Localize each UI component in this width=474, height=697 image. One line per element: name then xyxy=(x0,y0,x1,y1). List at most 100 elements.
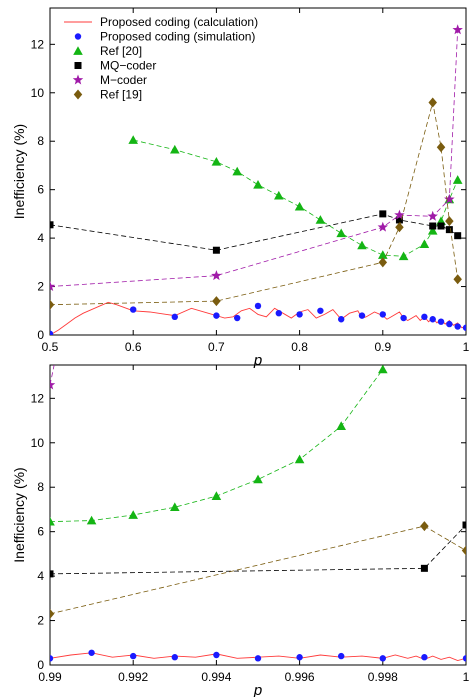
y-axis-label: Inefficiency (%) xyxy=(11,124,27,219)
data-point-ref-20 xyxy=(211,157,222,166)
data-point-mq-coder xyxy=(420,564,428,572)
data-point-ref-20 xyxy=(86,515,97,525)
data-point-mq-coder xyxy=(454,232,462,240)
plot-area xyxy=(50,365,466,662)
x-tick-label: 0.996 xyxy=(285,670,315,684)
data-point-ref-19 xyxy=(420,521,429,532)
y-tick-label: 10 xyxy=(31,86,45,100)
data-point-proposed-coding-simulation xyxy=(429,316,436,323)
data-point-ref-19 xyxy=(212,296,221,307)
data-point-mq-coder xyxy=(379,210,387,218)
series-proposed-coding-calculation xyxy=(50,652,466,662)
y-tick-label: 2 xyxy=(37,614,44,628)
data-point-ref-20 xyxy=(378,250,388,259)
x-tick-label: 1 xyxy=(463,670,470,684)
y-tick-label: 8 xyxy=(37,480,44,494)
data-point-ref-20 xyxy=(50,516,55,526)
data-point-proposed-coding-simulation xyxy=(462,324,466,331)
series-ref-20 xyxy=(128,135,463,261)
data-point-proposed-coding-simulation xyxy=(421,313,428,321)
data-point-mq-coder xyxy=(445,226,453,234)
data-point-ref-19 xyxy=(453,274,462,285)
data-point-m-coder xyxy=(377,221,389,232)
data-point-proposed-coding-simulation xyxy=(296,654,303,661)
data-point-proposed-coding-simulation xyxy=(379,655,386,662)
series-line-mq-coder xyxy=(50,524,466,575)
data-point-proposed-coding-simulation xyxy=(462,655,466,662)
y-tick-label: 4 xyxy=(37,569,44,583)
data-point-proposed-coding-simulation xyxy=(454,323,461,330)
data-point-m-coder xyxy=(50,379,56,390)
data-point-mq-coder xyxy=(50,570,54,578)
legend-marker-ref-19 xyxy=(73,89,83,100)
data-point-ref-19 xyxy=(436,142,446,153)
data-point-proposed-coding-simulation xyxy=(338,316,345,323)
series-m-coder xyxy=(50,365,56,390)
data-point-mq-coder xyxy=(50,221,54,229)
y-tick-label: 2 xyxy=(37,280,44,294)
data-point-ref-19 xyxy=(50,608,55,619)
series-mq-coder xyxy=(50,210,462,254)
data-point-mq-coder xyxy=(429,222,437,230)
data-point-ref-20 xyxy=(336,228,346,238)
x-tick-label: 0.9 xyxy=(374,340,391,354)
data-point-proposed-coding-simulation xyxy=(317,307,324,314)
series-ref-20 xyxy=(50,365,388,526)
data-point-proposed-coding-simulation xyxy=(50,330,54,335)
data-point-ref-20 xyxy=(357,240,367,250)
data-point-mq-coder xyxy=(437,222,445,230)
plot-frame xyxy=(49,7,467,336)
data-point-ref-20 xyxy=(232,166,242,176)
series-ref-19 xyxy=(50,97,462,310)
data-point-ref-19 xyxy=(445,216,454,227)
data-point-proposed-coding-simulation xyxy=(130,306,137,313)
y-axis-label: Inefficiency (%) xyxy=(11,467,27,562)
legend-marker-proposed-coding-simulation xyxy=(74,33,82,40)
data-point-proposed-coding-simulation xyxy=(213,312,220,319)
y-tick-label: 12 xyxy=(31,391,45,405)
x-tick-label: 0.992 xyxy=(118,670,148,684)
series-m-coder xyxy=(50,24,463,292)
data-point-ref-20 xyxy=(378,365,388,374)
legend-marker-ref-20 xyxy=(73,46,83,55)
y-tick-label: 0 xyxy=(37,328,44,342)
data-point-ref-20 xyxy=(452,175,463,184)
x-axis-label: p xyxy=(253,352,262,369)
data-point-ref-20 xyxy=(170,502,180,512)
data-point-ref-20 xyxy=(211,491,222,500)
y-tick-label: 6 xyxy=(37,183,44,197)
series-proposed-coding-simulation xyxy=(50,302,466,335)
series-line-ref-20 xyxy=(133,139,459,257)
data-point-ref-19 xyxy=(395,222,404,233)
data-point-m-coder xyxy=(444,193,455,204)
legend: Proposed coding (calculation)Proposed co… xyxy=(64,15,258,102)
series-mq-coder xyxy=(50,521,466,578)
series-ref-19 xyxy=(50,521,466,619)
data-point-proposed-coding-simulation xyxy=(171,313,178,321)
y-tick-label: 4 xyxy=(37,231,44,245)
series-line-ref-19 xyxy=(50,525,466,615)
x-tick-label: 1 xyxy=(463,340,470,354)
y-tick-label: 10 xyxy=(31,436,45,450)
legend-label-m-coder: M−coder xyxy=(100,73,147,87)
legend-label-ref-19: Ref [19] xyxy=(100,88,142,102)
data-point-m-coder xyxy=(394,209,405,220)
data-point-ref-20 xyxy=(294,454,305,464)
legend-label-ref-20: Ref [20] xyxy=(100,44,142,58)
data-point-proposed-coding-simulation xyxy=(358,312,366,319)
data-point-m-coder xyxy=(211,270,222,281)
data-point-ref-20 xyxy=(274,190,284,200)
legend-marker-m-coder xyxy=(72,74,84,85)
legend-label-proposed-coding-calculation: Proposed coding (calculation) xyxy=(100,15,258,29)
data-point-proposed-coding-simulation xyxy=(421,654,428,661)
x-tick-label: 0.8 xyxy=(291,340,308,354)
data-point-ref-19 xyxy=(428,97,437,108)
y-tick-label: 8 xyxy=(37,134,44,148)
x-axis-label: p xyxy=(253,682,262,697)
data-point-proposed-coding-simulation xyxy=(213,651,220,659)
data-point-ref-20 xyxy=(419,239,430,249)
data-point-mq-coder xyxy=(212,246,220,254)
data-point-proposed-coding-simulation xyxy=(275,310,282,317)
